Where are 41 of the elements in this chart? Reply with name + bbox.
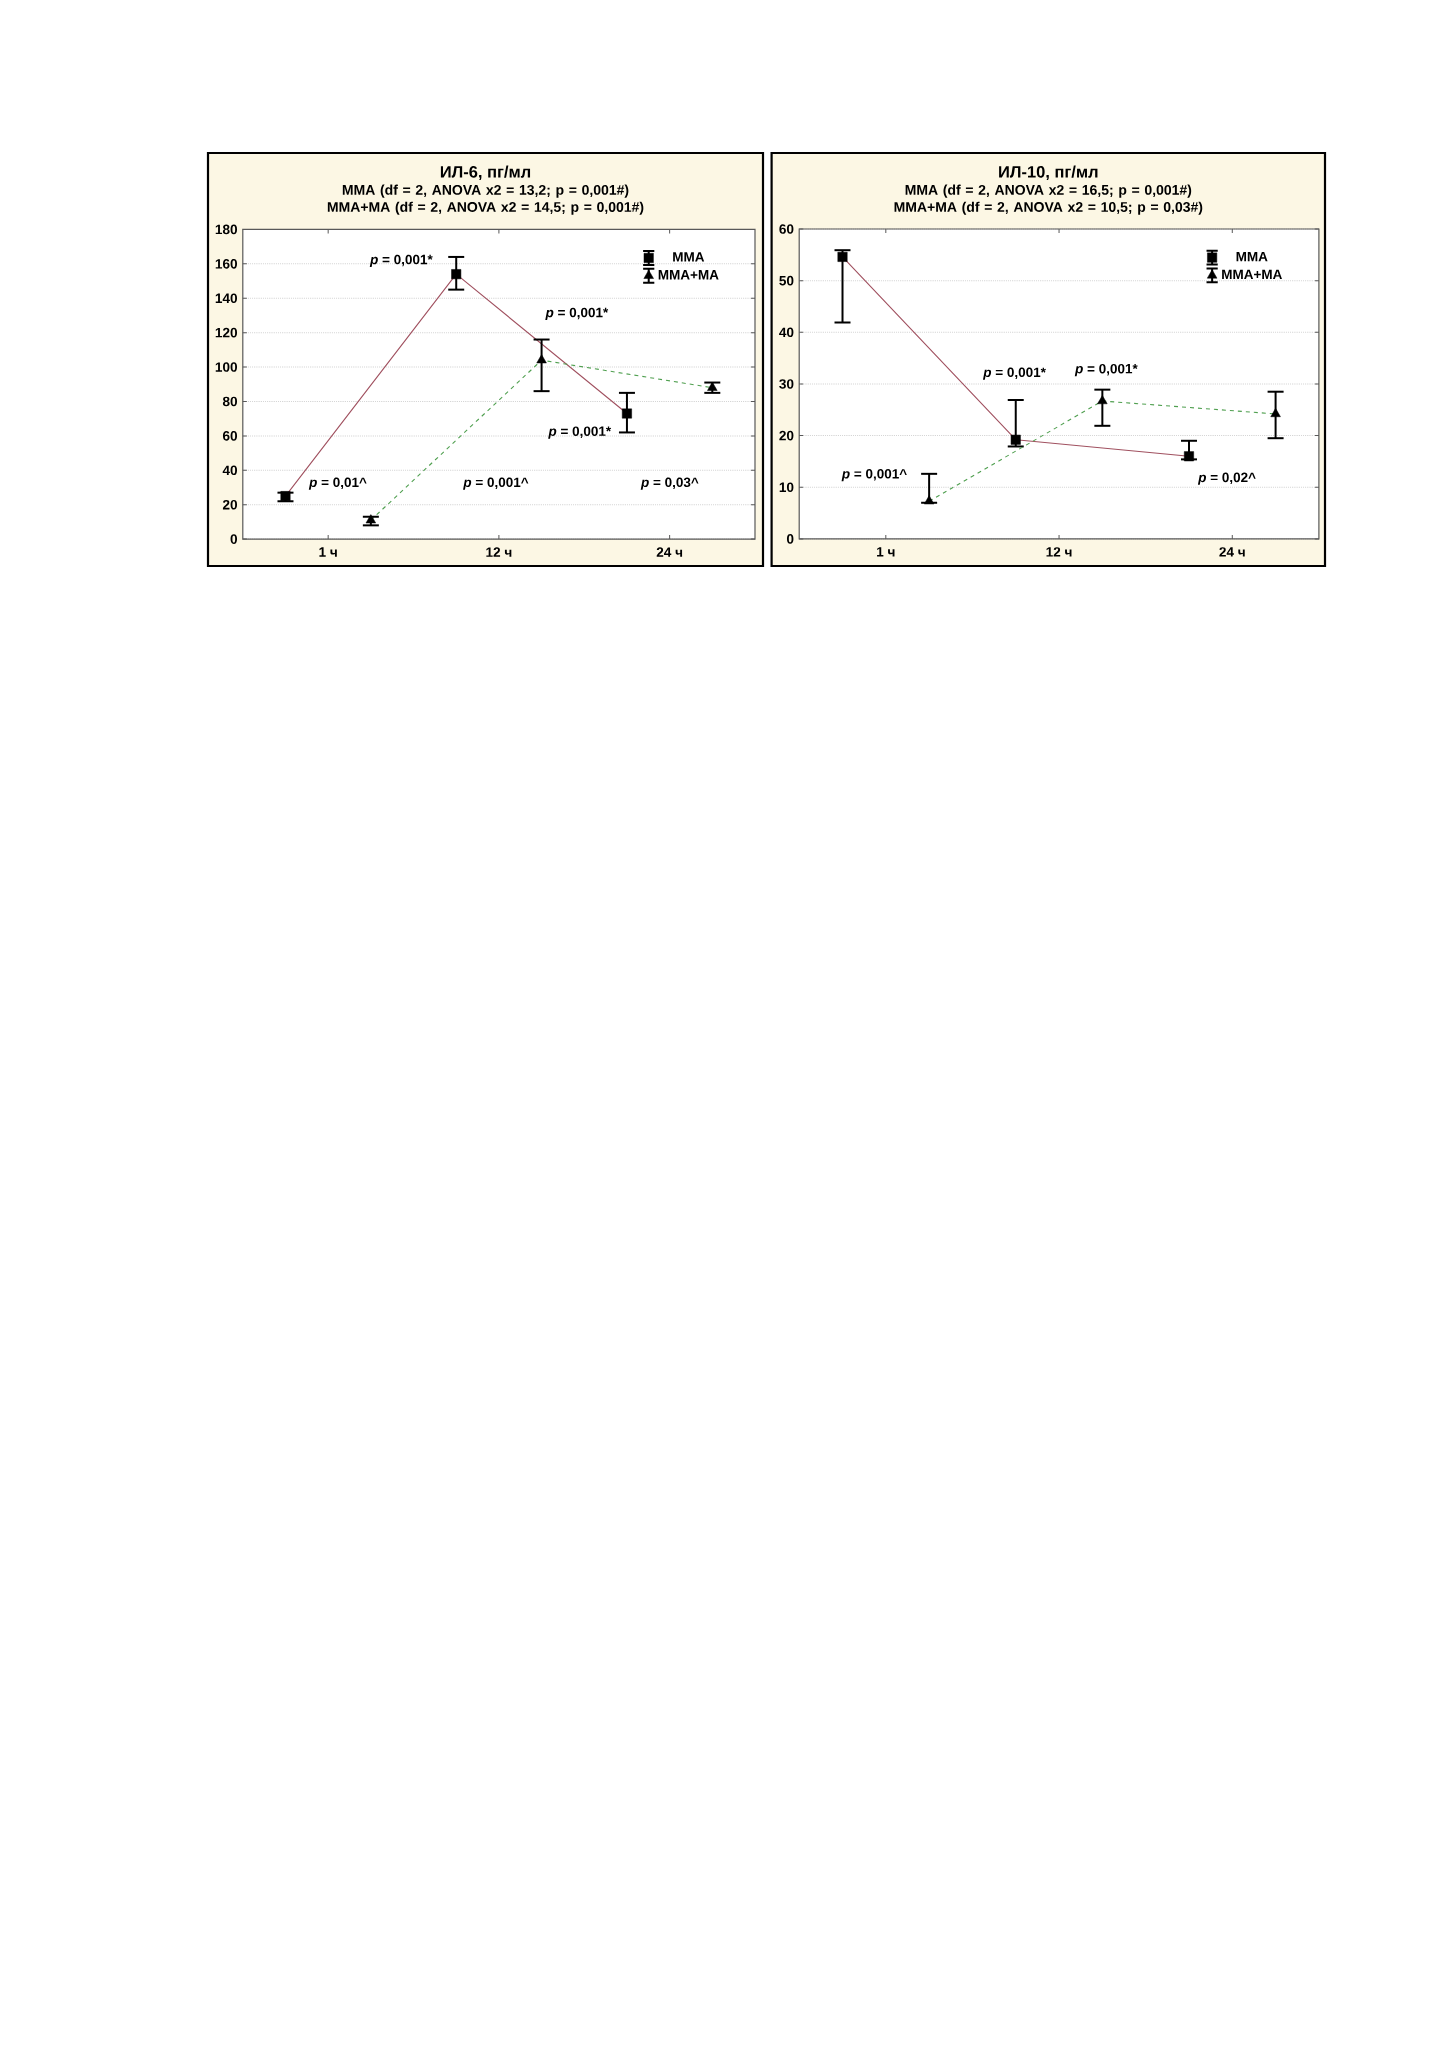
y-tick-label: 20 (222, 499, 238, 510)
y-tick-label: 10 (779, 482, 794, 493)
annotation: p = 0,001* (982, 367, 1046, 380)
annotation: p = 0,001^ (463, 477, 529, 490)
x-tick-label: 24 ч (656, 547, 683, 557)
y-tick-label: 120 (215, 327, 238, 338)
x-tick-label: 1 ч (319, 547, 337, 557)
y-tick-label: 40 (222, 465, 238, 476)
chart-title: ИЛ-10, пг/мл (999, 165, 1098, 181)
chart-title: ИЛ-6, пг/мл (440, 165, 531, 181)
y-tick-label: 0 (786, 534, 794, 544)
y-tick-label: 140 (215, 293, 238, 304)
y-tick-label: 160 (215, 259, 238, 269)
chart-subtitle: MMA (df = 2, ANOVA x2 = 13,2; p = 0,001#) MMA+MA (df = 2, ANOVA x2 = 14,5; p = 0,001#) (327, 184, 644, 215)
legend-label: MMA (1236, 251, 1268, 262)
y-tick-label: 60 (779, 224, 794, 234)
y-tick-label: 180 (215, 224, 238, 235)
annotation: p = 0,001* (545, 307, 609, 320)
x-tick-label: 12 ч (1046, 547, 1072, 557)
y-tick-label: 100 (215, 362, 238, 372)
annotation: p = 0,001* (369, 254, 433, 267)
annotation: p = 0,001* (548, 426, 612, 439)
annotation: p = 0,001^ (841, 469, 907, 482)
legend-label: MMA (673, 252, 705, 262)
y-tick-label: 0 (230, 534, 238, 544)
annotation: p = 0,001* (1074, 363, 1138, 377)
y-tick-label: 80 (222, 396, 238, 407)
x-tick-label: 1 ч (877, 547, 895, 557)
annotation: p = 0,03^ (640, 477, 699, 490)
chart-subtitle: MMA (df = 2, ANOVA x2 = 16,5; p = 0,001#) MMA+MA (df = 2, ANOVA x2 = 10,5; p = 0,03#) (894, 184, 1203, 215)
x-tick-label: 24 ч (1219, 547, 1245, 557)
legend-label: MMA+MA (1222, 269, 1282, 279)
x-tick-label: 12 ч (486, 547, 512, 557)
legend-label: MMA+MA (658, 270, 719, 280)
annotation: p = 0,02^ (1197, 472, 1256, 485)
annotation: p = 0,01^ (308, 477, 367, 490)
y-tick-label: 40 (779, 327, 794, 338)
y-tick-label: 20 (779, 430, 794, 441)
y-tick-label: 60 (222, 431, 238, 441)
y-tick-label: 50 (779, 275, 794, 286)
y-tick-label: 30 (779, 379, 794, 389)
